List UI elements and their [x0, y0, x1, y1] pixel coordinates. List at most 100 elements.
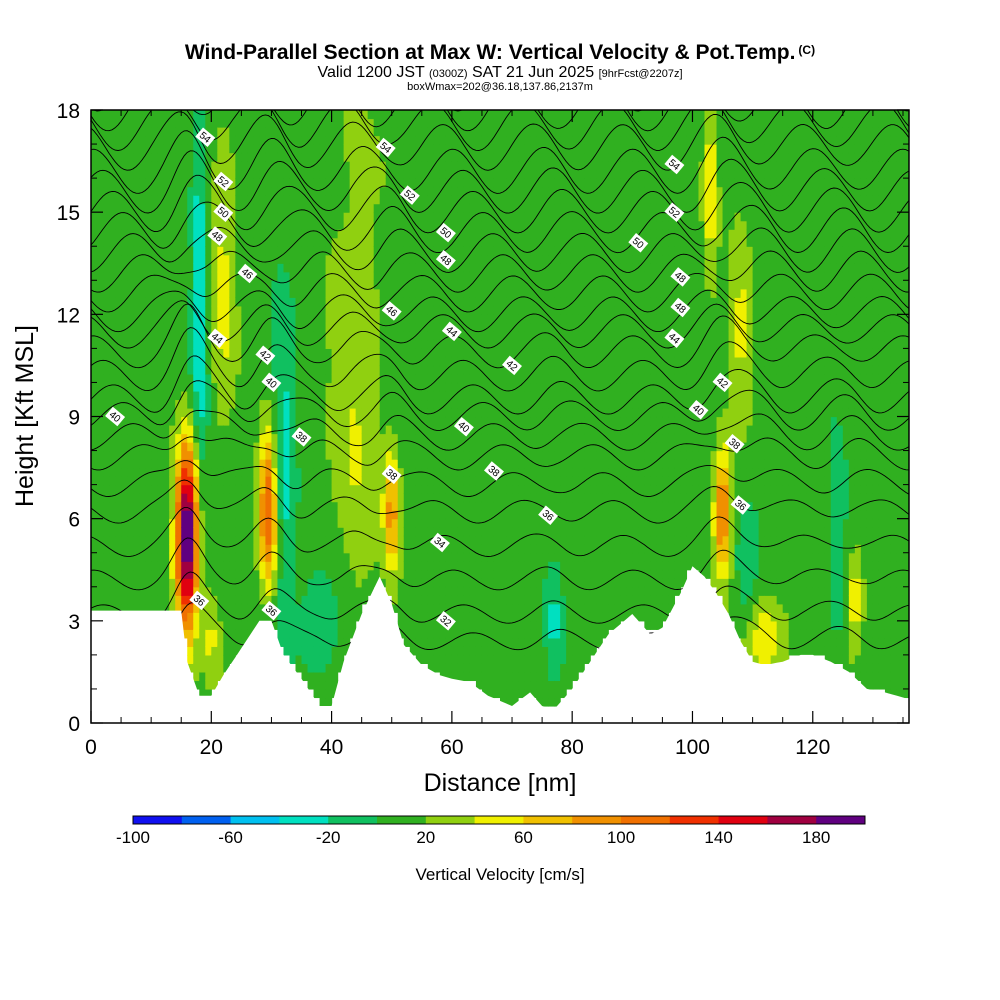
- field-cell: [187, 459, 194, 469]
- field-cell: [500, 161, 507, 171]
- field-cell: [367, 518, 375, 528]
- field-cell: [361, 493, 369, 503]
- field-cell: [181, 331, 188, 341]
- field-cell: [457, 110, 465, 120]
- field-cell: [289, 629, 297, 639]
- field-cell: [259, 195, 267, 205]
- field-cell: [235, 399, 242, 409]
- field-cell: [506, 561, 513, 571]
- field-cell: [415, 220, 423, 230]
- field-cell: [289, 390, 297, 401]
- field-cell: [427, 161, 435, 171]
- field-cell: [385, 152, 393, 162]
- field-cell: [235, 646, 242, 656]
- field-cell: [157, 373, 164, 384]
- field-cell: [475, 680, 483, 690]
- field-cell: [301, 144, 309, 154]
- field-cell: [397, 339, 405, 349]
- field-cell: [205, 195, 212, 205]
- field-cell: [554, 501, 561, 511]
- field-cell: [265, 433, 273, 443]
- field-cell: [247, 603, 254, 613]
- field-cell: [97, 152, 104, 162]
- field-cell: [295, 595, 303, 605]
- field-cell: [530, 288, 537, 298]
- field-cell: [439, 416, 447, 426]
- field-cell: [487, 552, 495, 562]
- field-cell: [187, 654, 194, 664]
- field-cell: [385, 527, 393, 537]
- field-cell: [506, 152, 513, 162]
- field-cell: [512, 390, 519, 401]
- field-cell: [385, 280, 393, 290]
- field-cell: [109, 484, 116, 494]
- field-cell: [193, 229, 200, 239]
- field-cell: [493, 578, 501, 588]
- field-cell: [518, 433, 525, 443]
- field-cell: [451, 152, 459, 162]
- field-cell: [175, 535, 182, 545]
- field-cell: [427, 356, 435, 367]
- field-cell: [325, 288, 333, 298]
- field-cell: [530, 467, 537, 477]
- field-cell: [271, 467, 279, 477]
- field-cell: [536, 578, 543, 588]
- field-cell: [451, 501, 459, 511]
- field-cell: [542, 161, 549, 171]
- field-cell: [241, 220, 248, 230]
- field-cell: [397, 603, 405, 613]
- field-cell: [403, 603, 411, 613]
- field-cell: [542, 518, 549, 528]
- field-cell: [349, 407, 357, 418]
- field-cell: [193, 348, 200, 358]
- field-cell: [548, 493, 555, 503]
- field-cell: [481, 637, 489, 647]
- field-cell: [301, 382, 309, 392]
- field-cell: [97, 390, 104, 401]
- field-cell: [265, 544, 273, 554]
- field-cell: [457, 203, 465, 213]
- field-cell: [277, 493, 285, 503]
- field-cell: [151, 484, 158, 494]
- field-cell: [343, 535, 351, 545]
- field-cell: [524, 322, 531, 332]
- field-cell: [295, 561, 303, 571]
- field-cell: [481, 152, 489, 162]
- field-cell: [301, 493, 309, 503]
- field-cell: [253, 425, 261, 435]
- field-cell: [397, 271, 405, 281]
- field-cell: [421, 237, 429, 247]
- field-cell: [211, 552, 218, 562]
- field-cell: [427, 186, 435, 196]
- field-cell: [283, 297, 291, 307]
- field-cell: [277, 144, 285, 154]
- field-cell: [325, 688, 333, 699]
- field-cell: [277, 595, 285, 605]
- field-cell: [379, 390, 387, 401]
- field-cell: [97, 442, 104, 452]
- field-cell: [409, 322, 417, 332]
- field-cell: [536, 280, 543, 290]
- field-cell: [175, 382, 182, 392]
- field-cell: [313, 399, 321, 409]
- field-cell: [337, 288, 345, 298]
- field-cell: [139, 373, 146, 384]
- field-cell: [379, 322, 387, 332]
- field-cell: [241, 501, 248, 511]
- field-cell: [223, 476, 230, 486]
- field-cell: [469, 271, 477, 281]
- field-cell: [367, 203, 375, 213]
- field-cell: [139, 178, 146, 188]
- field-cell: [193, 118, 200, 128]
- field-cell: [223, 620, 230, 630]
- field-cell: [415, 356, 423, 367]
- field-cell: [403, 629, 411, 639]
- field-cell: [313, 459, 321, 469]
- field-cell: [229, 110, 236, 120]
- field-cell: [205, 425, 212, 435]
- field-cell: [109, 356, 116, 367]
- field-cell: [331, 518, 339, 528]
- field-cell: [187, 169, 194, 179]
- field-cell: [235, 629, 242, 639]
- field-cell: [409, 314, 417, 324]
